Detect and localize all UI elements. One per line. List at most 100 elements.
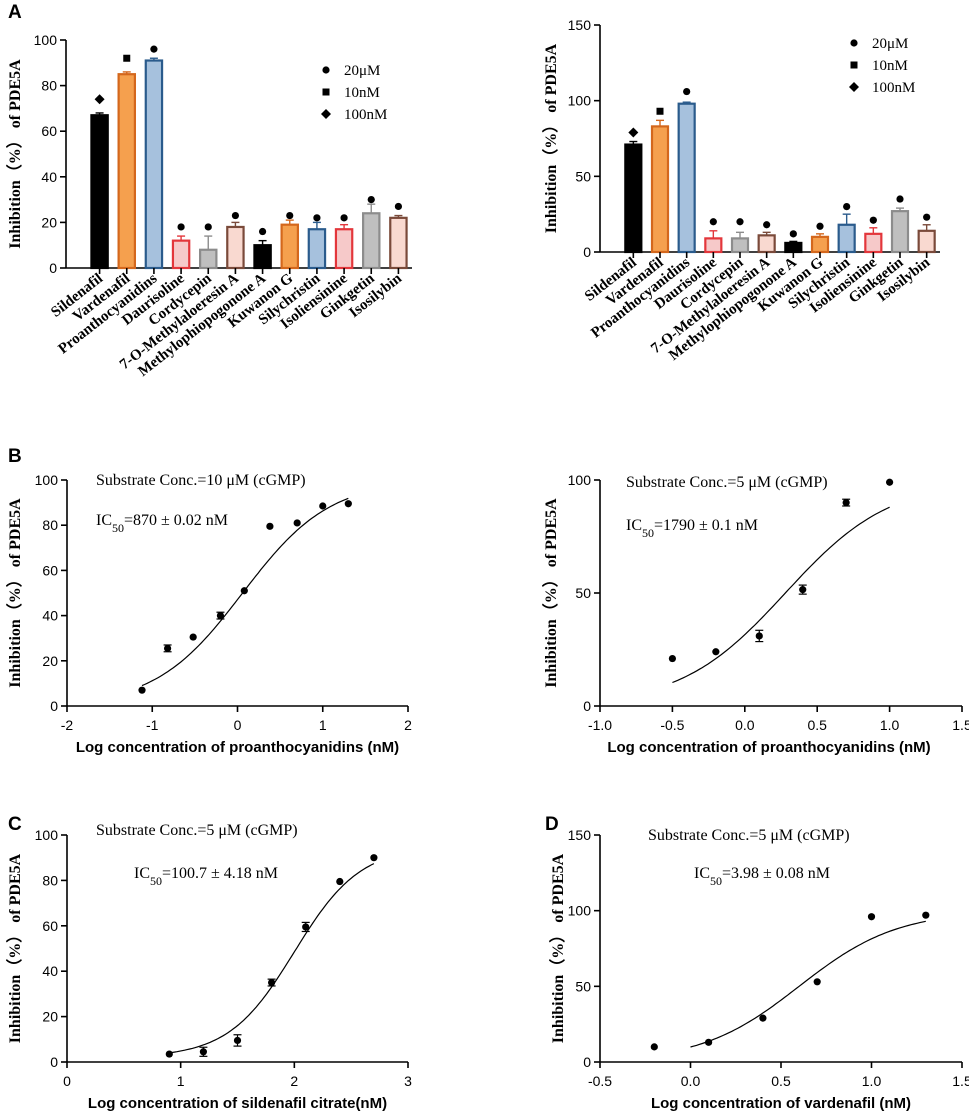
data-point-marker bbox=[177, 223, 185, 231]
ic50-value: =870 ± 0.02 nM bbox=[124, 512, 228, 529]
panel-letter: C bbox=[8, 814, 22, 835]
bar bbox=[253, 244, 272, 270]
y-tick-label: 80 bbox=[42, 517, 58, 533]
ic50-value: =1790 ± 0.1 nM bbox=[654, 517, 758, 534]
data-point bbox=[319, 502, 327, 510]
y-tick-label: 20 bbox=[41, 214, 57, 230]
data-point bbox=[165, 1050, 173, 1058]
bar bbox=[810, 235, 830, 254]
data-point-marker bbox=[683, 87, 691, 96]
y-axis-label: Inhibition（%） of PDE5A bbox=[6, 59, 24, 249]
x-tick-label: -1 bbox=[146, 717, 159, 733]
legend-marker bbox=[850, 39, 858, 47]
data-point-marker bbox=[340, 214, 348, 222]
y-tick-label: 40 bbox=[42, 608, 58, 624]
data-point-marker bbox=[123, 54, 131, 62]
y-tick-label: 20 bbox=[42, 1009, 58, 1025]
bar bbox=[757, 234, 776, 254]
y-tick-label: 100 bbox=[35, 827, 59, 843]
ic50-annotation: IC50=870 ± 0.02 nM bbox=[96, 512, 228, 535]
data-point bbox=[755, 632, 763, 640]
x-tick-label: 3 bbox=[404, 1073, 412, 1089]
bar bbox=[171, 239, 191, 270]
y-axis-label: Inhibition（%） of PDE5A bbox=[542, 43, 560, 233]
y-tick-label: 0 bbox=[583, 698, 591, 714]
legend-marker bbox=[849, 82, 859, 92]
y-tick-label: 0 bbox=[49, 260, 57, 276]
data-point-marker bbox=[869, 216, 877, 224]
x-tick-label: 1 bbox=[319, 717, 327, 733]
bar bbox=[90, 114, 109, 270]
panel-letter: B bbox=[8, 446, 22, 467]
data-point-marker bbox=[150, 45, 158, 53]
x-tick-label: 1.5 bbox=[952, 1073, 969, 1089]
ic50-value: =3.98 ± 0.08 nM bbox=[722, 865, 830, 882]
bar bbox=[730, 237, 750, 254]
y-tick-label: 100 bbox=[568, 472, 592, 488]
bar bbox=[837, 223, 856, 254]
x-tick-label: 1 bbox=[177, 1073, 185, 1089]
x-axis-label: Log concentration of sildenafil citrate(… bbox=[88, 1095, 387, 1112]
y-tick-label: 50 bbox=[575, 978, 591, 994]
legend-label: 10nM bbox=[872, 58, 908, 74]
bar bbox=[362, 212, 381, 270]
data-point bbox=[842, 499, 850, 507]
y-tick-label: 60 bbox=[42, 562, 58, 578]
y-tick-label: 100 bbox=[34, 32, 58, 48]
y-tick-label: 0 bbox=[50, 1054, 58, 1070]
ic50-subscript: 50 bbox=[642, 526, 654, 540]
data-point-marker bbox=[94, 94, 105, 105]
data-point-marker bbox=[789, 230, 797, 238]
data-point-marker bbox=[923, 213, 931, 221]
bar bbox=[334, 228, 354, 270]
y-tick-label: 50 bbox=[575, 168, 591, 184]
x-axis-label: Log concentration of vardenafil (nM) bbox=[651, 1095, 911, 1112]
y-axis-label: Inhibition（%） of PDE5A bbox=[6, 498, 24, 688]
ic50-annotation: IC50=1790 ± 0.1 nM bbox=[626, 517, 758, 540]
data-point bbox=[344, 500, 352, 508]
bar bbox=[677, 102, 696, 254]
x-axis-label: Log concentration of proanthocyanidins (… bbox=[607, 739, 930, 756]
data-point-marker bbox=[394, 202, 403, 211]
ic50-subscript: 50 bbox=[150, 874, 162, 888]
data-point bbox=[336, 877, 344, 886]
y-axis-label: Inhibition（%） of PDE5A bbox=[542, 498, 560, 688]
x-tick-label: 1.0 bbox=[880, 717, 900, 733]
data-point bbox=[886, 478, 894, 486]
data-point-marker bbox=[709, 218, 717, 226]
y-tick-label: 100 bbox=[568, 903, 592, 919]
bar bbox=[199, 248, 218, 270]
y-tick-label: 20 bbox=[42, 653, 58, 669]
x-tick-label: -2 bbox=[61, 717, 74, 733]
data-point bbox=[199, 1048, 207, 1056]
data-point bbox=[867, 913, 876, 921]
legend-label: 100nM bbox=[872, 80, 915, 96]
bar bbox=[917, 229, 936, 254]
y-tick-label: 0 bbox=[50, 698, 58, 714]
substrate-annotation: Substrate Conc.=5 μM (cGMP) bbox=[96, 822, 298, 839]
ic50-annotation: IC50=3.98 ± 0.08 nM bbox=[694, 865, 830, 888]
data-point bbox=[650, 1043, 658, 1051]
data-point-marker bbox=[313, 214, 321, 222]
x-tick-label: 0.0 bbox=[681, 1073, 701, 1089]
data-point-marker bbox=[367, 196, 375, 204]
legend-label: 20μM bbox=[872, 36, 908, 52]
y-tick-label: 150 bbox=[568, 827, 592, 843]
y-tick-label: 60 bbox=[41, 123, 57, 139]
fit-curve bbox=[672, 506, 890, 684]
data-point bbox=[163, 644, 172, 652]
bar bbox=[624, 143, 643, 254]
y-tick-label: 50 bbox=[575, 585, 591, 601]
x-tick-label: 0.5 bbox=[771, 1073, 791, 1089]
substrate-annotation: Substrate Conc.=5 μM (cGMP) bbox=[626, 474, 828, 491]
data-point bbox=[138, 686, 146, 694]
y-tick-label: 100 bbox=[568, 93, 592, 109]
legend-marker bbox=[322, 88, 330, 96]
data-point bbox=[293, 519, 301, 527]
y-tick-label: 0 bbox=[583, 244, 591, 260]
x-tick-label: 0 bbox=[63, 1073, 71, 1089]
y-tick-label: 40 bbox=[42, 963, 58, 979]
legend-marker bbox=[850, 61, 858, 69]
